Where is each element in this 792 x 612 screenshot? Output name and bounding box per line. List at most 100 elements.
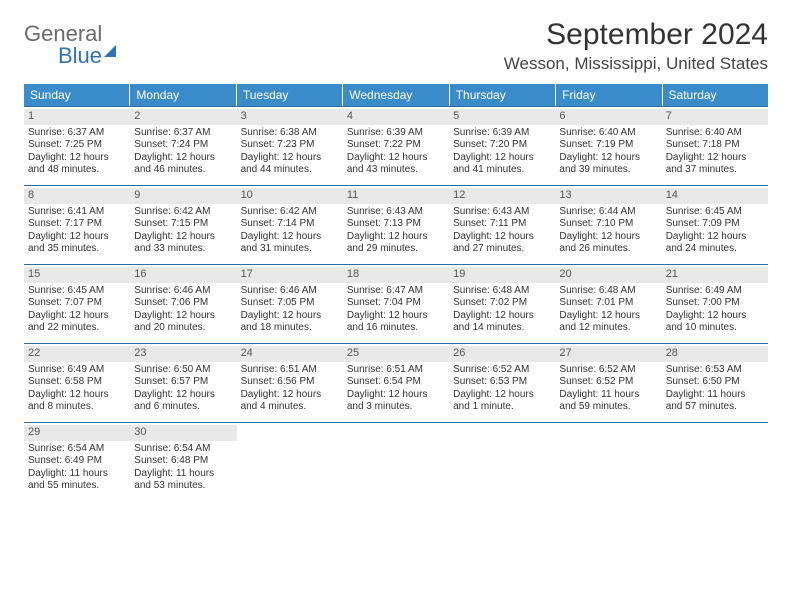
day-number: 23	[134, 347, 146, 359]
day-number-row: 6	[555, 109, 661, 125]
day-number: 9	[134, 189, 140, 201]
sunset-line: Sunset: 7:01 PM	[559, 297, 657, 310]
calendar-week: 22 Sunrise: 6:49 AMSunset: 6:58 PM Dayligh…	[24, 343, 768, 422]
day-number: 24	[241, 347, 253, 359]
daylight-line: and 57 minutes.	[666, 401, 764, 414]
sunset-line: Sunset: 7:25 PM	[28, 139, 126, 152]
sunrise-line: Sunrise: 6:40 AM	[559, 127, 657, 140]
day-number: 11	[347, 189, 358, 201]
calendar-day: 19Sunrise: 6:48 AMSunset: 7:02 PMDayligh…	[449, 265, 555, 343]
day-number-row: 8	[24, 188, 130, 204]
sunrise-line: Sunrise: 6:48 AM	[453, 285, 551, 298]
calendar-day: 16Sunrise: 6:46 AMSunset: 7:06 PMDayligh…	[130, 265, 236, 343]
day-number-row: 15	[24, 267, 130, 283]
sunrise-line: Sunrise: 6:49 AM	[666, 285, 764, 298]
calendar-week: 1Sunrise: 6:37 AMSunset: 7:25 PMDaylight…	[24, 106, 768, 185]
calendar-day: 13Sunrise: 6:44 AMSunset: 7:10 PMDayligh…	[555, 186, 661, 264]
sunset-line: Sunset: 7:07 PM	[28, 297, 126, 310]
day-number-row: 18	[343, 267, 449, 283]
day-number-row: 28	[662, 346, 768, 362]
daylight-line: Daylight: 12 hours	[134, 389, 232, 402]
calendar-day: 9Sunrise: 6:42 AMSunset: 7:15 PMDaylight…	[130, 186, 236, 264]
calendar-day: 25Sunrise: 6:51 AMSunset: 6:54 PMDayligh…	[343, 344, 449, 422]
sunrise-line: Sunrise: 6:49 AM	[28, 364, 126, 377]
daylight-line: and 44 minutes.	[241, 164, 339, 177]
calendar-day: 30Sunrise: 6:54 AMSunset: 6:48 PMDayligh…	[130, 423, 236, 501]
sunrise-line: Sunrise: 6:52 AM	[559, 364, 657, 377]
daylight-line: and 33 minutes.	[134, 243, 232, 256]
calendar-week: 8Sunrise: 6:41 AMSunset: 7:17 PMDaylight…	[24, 185, 768, 264]
dow-cell: Tuesday	[237, 84, 343, 106]
dow-cell: Friday	[556, 84, 662, 106]
daylight-line: and 31 minutes.	[241, 243, 339, 256]
calendar-day: 3Sunrise: 6:38 AMSunset: 7:23 PMDaylight…	[237, 107, 343, 185]
day-number-row	[449, 425, 555, 440]
daylight-line: Daylight: 12 hours	[347, 231, 445, 244]
sunrise-line: Sunrise: 6:47 AM	[347, 285, 445, 298]
sunrise-line: Sunrise: 6:43 AM	[453, 206, 551, 219]
logo-sail-icon	[104, 28, 116, 57]
sunrise-line: Sunrise: 6:51 AM	[347, 364, 445, 377]
calendar-day: 14Sunrise: 6:45 AMSunset: 7:09 PMDayligh…	[662, 186, 768, 264]
sunrise-line: Sunrise: 6:44 AM	[559, 206, 657, 219]
day-number: 17	[241, 268, 253, 280]
sunset-line: Sunset: 7:24 PM	[134, 139, 232, 152]
sunset-line: Sunset: 7:22 PM	[347, 139, 445, 152]
calendar-day: 27Sunrise: 6:52 AMSunset: 6:52 PMDayligh…	[555, 344, 661, 422]
daylight-line: Daylight: 12 hours	[347, 389, 445, 402]
sunrise-line: Sunrise: 6:54 AM	[28, 443, 126, 456]
sunset-line: Sunset: 7:18 PM	[666, 139, 764, 152]
calendar-day: 5Sunrise: 6:39 AMSunset: 7:20 PMDaylight…	[449, 107, 555, 185]
calendar-day: 2Sunrise: 6:37 AMSunset: 7:24 PMDaylight…	[130, 107, 236, 185]
daylight-line: Daylight: 12 hours	[666, 310, 764, 323]
sunrise-line: Sunrise: 6:42 AM	[241, 206, 339, 219]
sunrise-line: Sunrise: 6:42 AM	[134, 206, 232, 219]
sunset-line: Sunset: 7:23 PM	[241, 139, 339, 152]
calendar-day: 8Sunrise: 6:41 AMSunset: 7:17 PMDaylight…	[24, 186, 130, 264]
calendar-week: 15Sunrise: 6:45 AMSunset: 7:07 PMDayligh…	[24, 264, 768, 343]
day-number: 8	[28, 189, 34, 201]
daylight-line: and 39 minutes.	[559, 164, 657, 177]
sunset-line: Sunset: 6:57 PM	[134, 376, 232, 389]
sunset-line: Sunset: 7:04 PM	[347, 297, 445, 310]
calendar-day	[555, 423, 661, 501]
calendar: SundayMondayTuesdayWednesdayThursdayFrid…	[24, 84, 768, 501]
day-number: 22	[28, 347, 40, 359]
daylight-line: Daylight: 12 hours	[28, 310, 126, 323]
calendar-day: 15Sunrise: 6:45 AMSunset: 7:07 PMDayligh…	[24, 265, 130, 343]
day-number-row: 9	[130, 188, 236, 204]
sunset-line: Sunset: 7:14 PM	[241, 218, 339, 231]
day-of-week-header: SundayMondayTuesdayWednesdayThursdayFrid…	[24, 84, 768, 106]
day-number: 29	[28, 426, 40, 438]
daylight-line: and 12 minutes.	[559, 322, 657, 335]
sunset-line: Sunset: 7:11 PM	[453, 218, 551, 231]
sunset-line: Sunset: 7:20 PM	[453, 139, 551, 152]
day-number: 7	[666, 110, 672, 122]
daylight-line: and 18 minutes.	[241, 322, 339, 335]
day-number: 12	[453, 189, 465, 201]
day-number-row: 3	[237, 109, 343, 125]
day-number: 13	[559, 189, 571, 201]
day-number: 3	[241, 110, 247, 122]
sunset-line: Sunset: 6:50 PM	[666, 376, 764, 389]
day-number-row: 5	[449, 109, 555, 125]
daylight-line: Daylight: 12 hours	[241, 152, 339, 165]
calendar-day	[237, 423, 343, 501]
calendar-day: 4Sunrise: 6:39 AMSunset: 7:22 PMDaylight…	[343, 107, 449, 185]
daylight-line: and 16 minutes.	[347, 322, 445, 335]
daylight-line: Daylight: 12 hours	[241, 389, 339, 402]
sunset-line: Sunset: 6:58 PM	[28, 376, 126, 389]
day-number-row: 14	[662, 188, 768, 204]
sunset-line: Sunset: 7:15 PM	[134, 218, 232, 231]
sunset-line: Sunset: 7:00 PM	[666, 297, 764, 310]
day-number: 6	[559, 110, 565, 122]
day-number-row: 30	[130, 425, 236, 441]
daylight-line: Daylight: 12 hours	[134, 152, 232, 165]
daylight-line: and 26 minutes.	[559, 243, 657, 256]
day-number: 27	[559, 347, 571, 359]
logo: General Blue	[24, 18, 116, 66]
daylight-line: Daylight: 12 hours	[134, 310, 232, 323]
dow-cell: Sunday	[24, 84, 130, 106]
daylight-line: and 48 minutes.	[28, 164, 126, 177]
daylight-line: Daylight: 12 hours	[453, 389, 551, 402]
